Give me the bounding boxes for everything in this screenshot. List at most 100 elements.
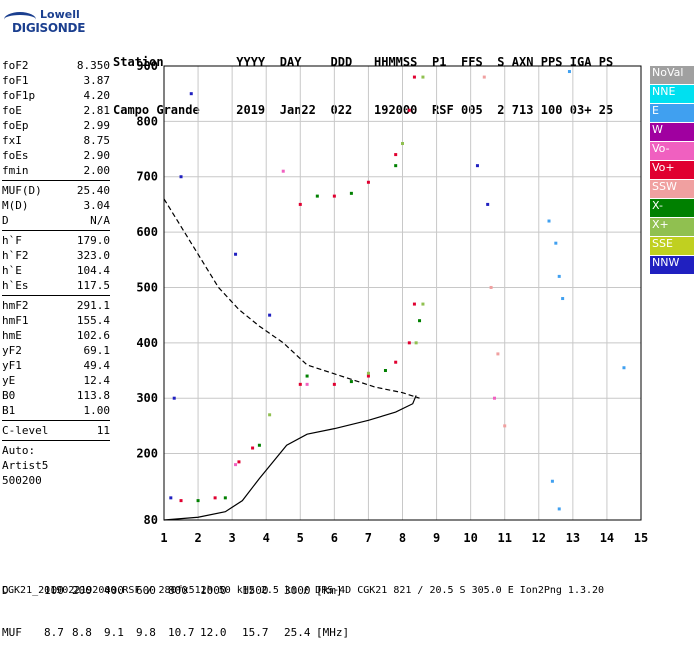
echo-point-e <box>554 241 558 245</box>
header-value-6: 005 <box>461 103 483 117</box>
x-tick-label: 7 <box>365 531 372 545</box>
station-header: Station YYYY DAY DDD HHMMSS P1 FFS S AXN PPS IGA PS… <box>113 22 613 134</box>
header-value-10: 03+ <box>569 103 592 117</box>
y-tick-label: 500 <box>136 280 158 294</box>
distance-muf-table: D 100 200 400 600 800 1000 1500 3000 [km] MUF 8.7 8… <box>2 556 349 654</box>
y-tick-label: 200 <box>136 447 158 461</box>
echo-point-x <box>401 142 404 146</box>
param-name: C-level <box>2 424 49 437</box>
echo-point-vo <box>412 302 416 306</box>
x-tick-label: 14 <box>600 531 614 545</box>
param-value: 8.75 <box>83 134 111 147</box>
scaled-parameters-panel: foF2 8.350 foF1 3.87 foF1p 4.20 foE 2.81 foEp 2.9… <box>2 58 110 488</box>
x-tick-label: 6 <box>331 531 338 545</box>
muf-value: 9.8 <box>136 626 156 639</box>
muf-label: MUF <box>2 626 22 639</box>
echo-point-e <box>622 366 626 370</box>
header-value-5: RSF <box>432 103 454 117</box>
param-row: foE 2.81 <box>2 103 110 118</box>
autoscale-line2: Artist5 <box>2 459 49 472</box>
echo-point-x <box>196 499 200 503</box>
header-value-3: 022 <box>330 103 353 117</box>
distance-label: D <box>2 584 9 597</box>
echo-point-x <box>268 413 272 417</box>
echo-point-x <box>394 164 398 168</box>
param-name: h`E <box>2 264 22 277</box>
muf-value: 25.4 <box>284 626 311 639</box>
header-value-4: 192000 <box>374 103 418 117</box>
header-value-9: 100 <box>540 103 563 117</box>
echo-point-vo <box>298 382 302 386</box>
echo-point-vo <box>394 153 398 157</box>
param-value: 11 <box>96 424 110 437</box>
param-value: 3.04 <box>83 199 111 212</box>
param-value: 102.6 <box>76 329 110 342</box>
echo-point-e <box>557 274 561 278</box>
echo-point-nnw <box>172 396 176 400</box>
echo-point-nnw <box>268 313 272 317</box>
param-row: B0 113.8 <box>2 388 110 403</box>
param-row: h`F 179.0 <box>2 233 110 248</box>
echo-point-x <box>223 496 227 500</box>
param-row: foF2 8.350 <box>2 58 110 73</box>
param-value: 104.4 <box>76 264 110 277</box>
param-row: foEs 2.90 <box>2 148 110 163</box>
param-row: fmin 2.00 <box>2 163 110 178</box>
echo-point-nnw <box>189 92 193 96</box>
param-value: 2.99 <box>83 119 111 132</box>
param-value: 12.4 <box>83 374 111 387</box>
echo-point-vo <box>332 194 336 198</box>
echo-point-vo <box>234 463 238 467</box>
param-value: 49.4 <box>83 359 111 372</box>
echo-point-nnw <box>179 175 183 179</box>
param-row: yF1 49.4 <box>2 358 110 373</box>
distance-value: 100 <box>44 584 64 597</box>
true-height-profile <box>163 395 417 521</box>
param-row: foF1 3.87 <box>2 73 110 88</box>
echo-point-vo <box>305 382 309 386</box>
echo-point-e <box>550 479 554 483</box>
param-value: 113.8 <box>76 389 110 402</box>
header-value-8: 713 <box>511 103 534 117</box>
param-row: foF1p 4.20 <box>2 88 110 103</box>
y-tick-label: 700 <box>136 170 158 184</box>
x-tick-label: 15 <box>634 531 648 545</box>
echo-point-x <box>414 341 418 345</box>
param-row: hmF2 291.1 <box>2 298 110 313</box>
echo-point-nnw <box>486 202 490 206</box>
param-value: 3.87 <box>83 74 111 87</box>
x-tick-label: 2 <box>194 531 201 545</box>
muf-unit: [MHz] <box>316 626 350 639</box>
legend-item-vo: Vo- <box>650 142 694 160</box>
param-row: fxI 8.75 <box>2 133 110 148</box>
divider <box>2 420 110 421</box>
x-tick-label: 12 <box>532 531 546 545</box>
autoscale-line3: 500200 <box>2 474 42 487</box>
param-value: 69.1 <box>83 344 111 357</box>
echo-point-x <box>349 380 353 384</box>
echo-point-vo <box>407 108 411 112</box>
legend-item-x: X- <box>650 199 694 217</box>
echo-point-vo <box>366 374 370 378</box>
param-value: 323.0 <box>76 249 110 262</box>
x-tick-label: 11 <box>497 531 511 545</box>
param-row: h`E 104.4 <box>2 263 110 278</box>
param-name: foE <box>2 104 22 117</box>
y-tick-label: 900 <box>136 59 158 73</box>
echo-point-x <box>383 369 387 373</box>
param-name: foF1p <box>2 89 36 102</box>
header-label-7: S <box>497 55 505 69</box>
param-value: 179.0 <box>76 234 110 247</box>
param-name: hmF2 <box>2 299 29 312</box>
legend-item-vo: Vo+ <box>650 161 694 179</box>
param-row: h`Es 117.5 <box>2 278 110 293</box>
echo-point-x <box>305 374 309 378</box>
param-value: 4.20 <box>83 89 111 102</box>
param-row: D N/A <box>2 213 110 228</box>
echo-point-vo <box>407 341 411 345</box>
echo-point-vo <box>281 169 285 173</box>
param-value: 8.350 <box>76 59 110 72</box>
echo-point-e <box>567 70 571 74</box>
echo-point-vo <box>332 382 336 386</box>
legend: NoVal NNE E W Vo- Vo+ SSW X- X+ SSE NNW <box>650 66 694 275</box>
